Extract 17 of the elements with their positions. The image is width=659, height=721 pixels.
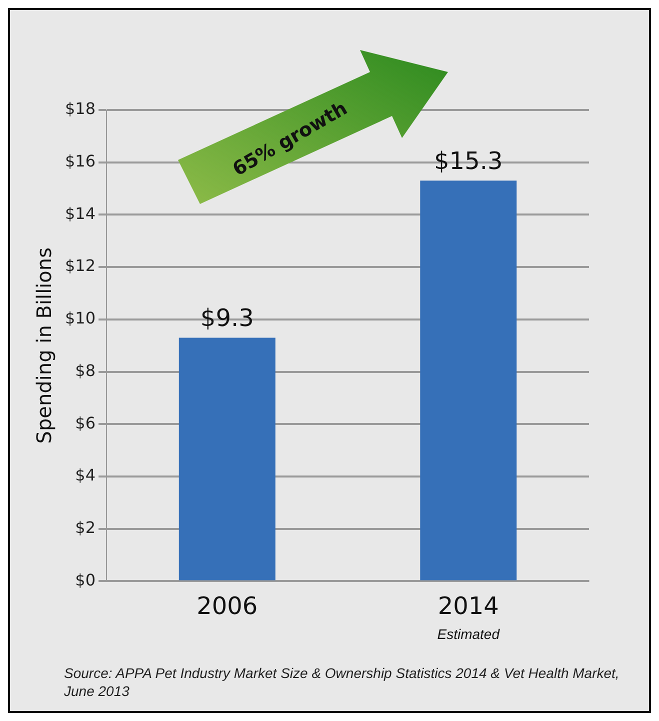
y-tick-label: $18 (64, 99, 96, 118)
data-label: $15.3 (434, 146, 503, 175)
y-tick-label: $2 (75, 518, 96, 537)
y-tick-label: $14 (64, 204, 96, 223)
y-tick-label: $16 (64, 152, 96, 171)
source-note: Source: APPA Pet Industry Market Size & Ownership Statistics 2014 & Vet Health Market, June 2013 (64, 664, 620, 700)
x-tick-label: 2006 (196, 592, 258, 620)
x-tick-label: 2014 (438, 592, 499, 620)
y-tick-label: $12 (64, 256, 96, 276)
y-tick-label: $4 (75, 466, 96, 485)
y-tick-label: $0 (75, 570, 96, 590)
y-tick-label: $6 (75, 413, 96, 432)
data-label: $9.3 (200, 304, 254, 332)
y-tick-label: $8 (75, 360, 96, 380)
y-tick-label: $10 (64, 308, 96, 328)
text: Estimated (437, 626, 501, 642)
y-axis-title: Spending in Billions (32, 247, 56, 444)
